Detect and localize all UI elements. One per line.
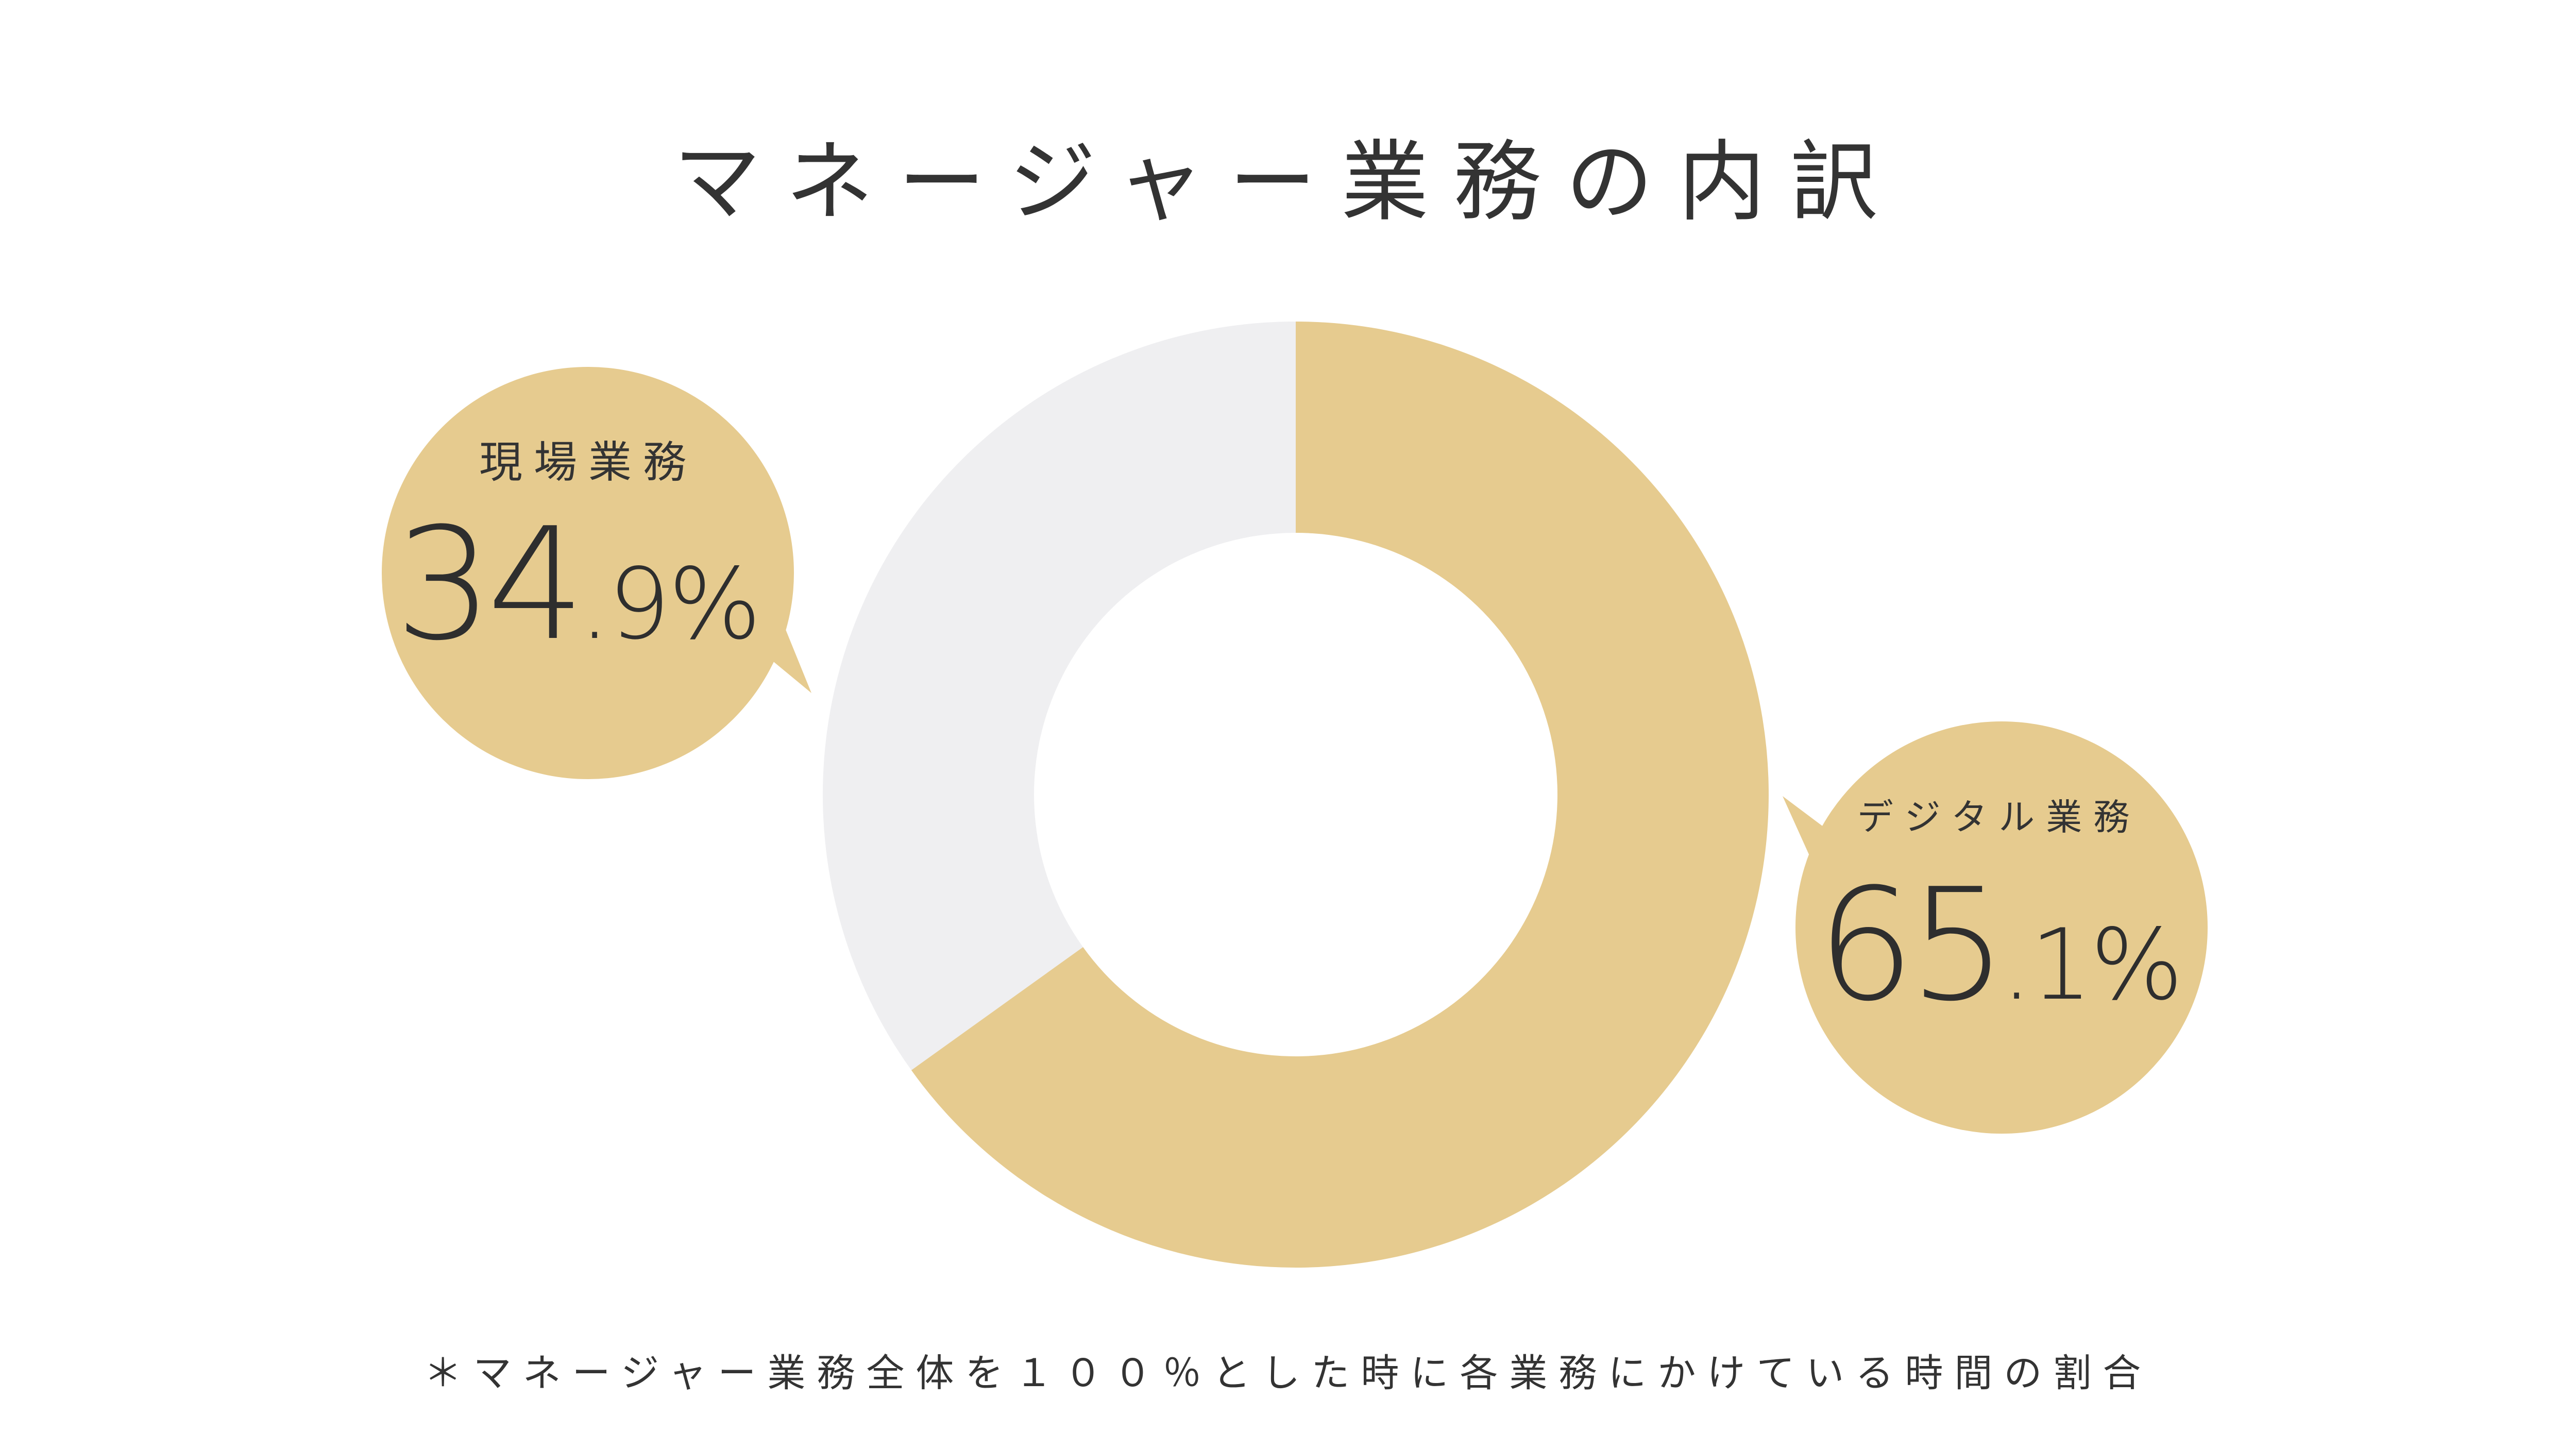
- bubble-value-digital-int: 65: [1817, 855, 2007, 1035]
- bubble-field: [382, 367, 811, 779]
- bubble-digital: [1783, 721, 2208, 1134]
- bubble-value-digital: 65.1%: [1793, 855, 2205, 1035]
- bubble-digital-circle: [1795, 721, 2208, 1134]
- bubble-value-field-dec: .9%: [579, 547, 761, 661]
- donut-slice-1: [823, 322, 1296, 1070]
- bubble-value-field: 34.9%: [371, 495, 783, 675]
- chart-title: マネージャー業務の内訳: [673, 131, 1903, 233]
- bubble-label-field: 現場業務: [479, 437, 698, 487]
- bubble-label-digital: デジタル業務: [1857, 796, 2141, 838]
- bubble-value-field-int: 34: [395, 495, 585, 675]
- footnote: ＊マネージャー業務全体を１００％とした時に各業務にかけている時間の割合: [423, 1351, 2153, 1395]
- bubble-field-circle: [382, 367, 794, 779]
- bubble-value-digital-dec: .1%: [2001, 908, 2183, 1022]
- donut-slice-0: [911, 322, 1769, 1268]
